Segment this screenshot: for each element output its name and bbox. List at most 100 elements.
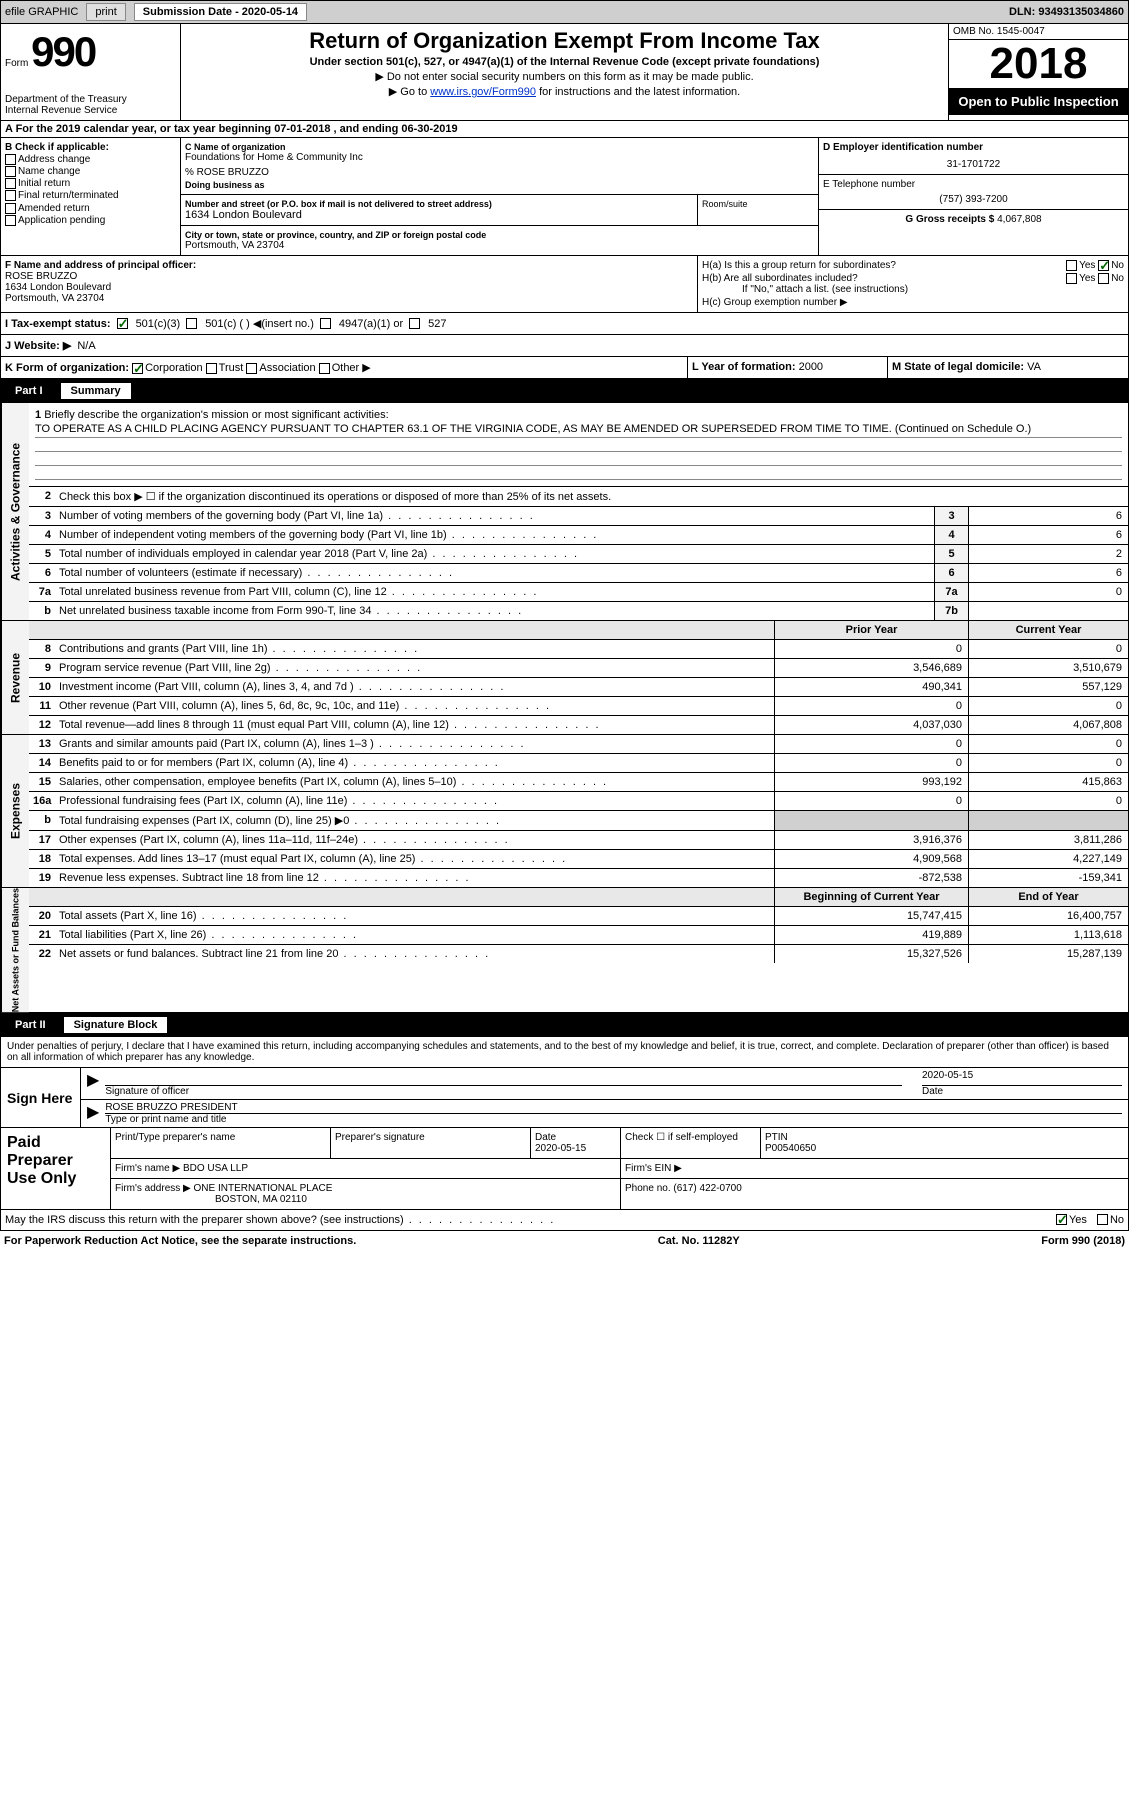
omb-number: OMB No. 1545-0047 [949, 24, 1128, 40]
subtitle-2: ▶ Do not enter social security numbers o… [185, 70, 944, 83]
box-c: C Name of organization Foundations for H… [181, 138, 818, 255]
revenue-row: 11Other revenue (Part VIII, column (A), … [29, 697, 1128, 716]
revenue-row: 12Total revenue—add lines 8 through 11 (… [29, 716, 1128, 734]
gov-row: 3Number of voting members of the governi… [29, 507, 1128, 526]
ein-label: D Employer identification number [823, 142, 1124, 153]
officer-name: ROSE BRUZZO [5, 271, 693, 282]
org-name-label: C Name of organization [185, 142, 814, 152]
chk-assoc[interactable] [246, 363, 257, 374]
net-header: Beginning of Current Year End of Year [29, 888, 1128, 907]
room-suite-label: Room/suite [698, 195, 818, 225]
activities-governance: Activities & Governance 1 Briefly descri… [0, 403, 1129, 621]
print-button[interactable]: print [86, 3, 125, 21]
mission-text: TO OPERATE AS A CHILD PLACING AGENCY PUR… [35, 421, 1122, 438]
website-value: N/A [77, 340, 95, 352]
hb-note: If "No," attach a list. (see instruction… [742, 284, 1124, 295]
expenses-section: Expenses 13Grants and similar amounts pa… [0, 735, 1129, 888]
chk-527[interactable] [409, 318, 420, 329]
discuss-yes[interactable] [1056, 1214, 1067, 1225]
net-assets-section: Net Assets or Fund Balances Beginning of… [0, 888, 1129, 1013]
chk-4947[interactable] [320, 318, 331, 329]
hc-row: H(c) Group exemption number ▶ [702, 297, 1124, 308]
care-of: % ROSE BRUZZO [185, 167, 814, 178]
chk-final-return[interactable]: Final return/terminated [5, 190, 176, 201]
penalty-text: Under penalties of perjury, I declare th… [1, 1037, 1128, 1068]
paperwork-notice: For Paperwork Reduction Act Notice, see … [4, 1235, 356, 1247]
hb-row: H(b) Are all subordinates included? Yes … [702, 273, 1124, 284]
subtitle-3: ▶ Go to www.irs.gov/Form990 for instruct… [185, 85, 944, 98]
footer: For Paperwork Reduction Act Notice, see … [0, 1231, 1129, 1251]
gross-receipts-label: G Gross receipts $ [905, 214, 994, 225]
mission-section: 1 Briefly describe the organization's mi… [29, 403, 1128, 487]
ha-row: H(a) Is this a group return for subordin… [702, 260, 1124, 271]
line-2: 2 Check this box ▶ ☐ if the organization… [29, 487, 1128, 507]
name-title-label: Type or print name and title [105, 1114, 1122, 1125]
part-1-header: Part I Summary [0, 379, 1129, 403]
form-header: Form 990 Department of the Treasury Inte… [0, 24, 1129, 121]
chk-name-change[interactable]: Name change [5, 166, 176, 177]
revenue-row: 9Program service revenue (Part VIII, lin… [29, 659, 1128, 678]
chk-amended[interactable]: Amended return [5, 203, 176, 214]
chk-other[interactable] [319, 363, 330, 374]
vtab-expenses: Expenses [1, 735, 29, 887]
ein-value: 31-1701722 [823, 159, 1124, 170]
expense-row: 19Revenue less expenses. Subtract line 1… [29, 869, 1128, 887]
discuss-no[interactable] [1097, 1214, 1108, 1225]
firm-phone: (617) 422-0700 [673, 1183, 741, 1194]
net-row: 21Total liabilities (Part X, line 26)419… [29, 926, 1128, 945]
prep-selfemp: Check ☐ if self-employed [621, 1128, 761, 1158]
paid-preparer-label: Paid Preparer Use Only [1, 1128, 111, 1209]
officer-addr1: 1634 London Boulevard [5, 282, 693, 293]
chk-initial-return[interactable]: Initial return [5, 178, 176, 189]
chk-address-change[interactable]: Address change [5, 154, 176, 165]
subtitle-1: Under section 501(c), 527, or 4947(a)(1)… [185, 56, 944, 68]
expense-row: 18Total expenses. Add lines 13–17 (must … [29, 850, 1128, 869]
form-number: 990 [31, 28, 95, 75]
expense-row: 13Grants and similar amounts paid (Part … [29, 735, 1128, 754]
prep-sig-hdr: Preparer's signature [331, 1128, 531, 1158]
instructions-link[interactable]: www.irs.gov/Form990 [430, 86, 536, 98]
phone-label: E Telephone number [823, 179, 1124, 190]
chk-trust[interactable] [206, 363, 217, 374]
ptin: P00540650 [765, 1143, 1124, 1154]
state-domicile: VA [1027, 361, 1041, 373]
website-row: J Website: ▶ N/A [0, 335, 1129, 357]
form-word: Form [5, 58, 28, 69]
revenue-row: 8Contributions and grants (Part VIII, li… [29, 640, 1128, 659]
tax-exempt-row: I Tax-exempt status: 501(c)(3) 501(c) ( … [0, 313, 1129, 335]
box-b: B Check if applicable: Address change Na… [1, 138, 181, 255]
box-d-e-g: D Employer identification number 31-1701… [818, 138, 1128, 255]
expense-row: 16aProfessional fundraising fees (Part I… [29, 792, 1128, 811]
officer-label: F Name and address of principal officer: [5, 260, 693, 271]
street-address: 1634 London Boulevard [185, 209, 693, 221]
sign-here-label: Sign Here [1, 1068, 81, 1127]
signature-block: Under penalties of perjury, I declare th… [0, 1037, 1129, 1128]
expense-row: 15Salaries, other compensation, employee… [29, 773, 1128, 792]
firm-addr1: ONE INTERNATIONAL PLACE [194, 1183, 333, 1194]
gov-row: bNet unrelated business taxable income f… [29, 602, 1128, 620]
revenue-row: 10Investment income (Part VIII, column (… [29, 678, 1128, 697]
chk-corp[interactable] [132, 363, 143, 374]
officer-addr2: Portsmouth, VA 23704 [5, 293, 693, 304]
org-name: Foundations for Home & Community Inc [185, 152, 814, 163]
paid-preparer-block: Paid Preparer Use Only Print/Type prepar… [0, 1128, 1129, 1210]
gov-row: 6Total number of volunteers (estimate if… [29, 564, 1128, 583]
box-b-label: B Check if applicable: [5, 142, 176, 153]
sig-date-label: Date [922, 1086, 1122, 1097]
year-formation: 2000 [799, 361, 823, 373]
tax-period: A For the 2019 calendar year, or tax yea… [0, 121, 1129, 138]
dept-treasury: Department of the Treasury Internal Reve… [5, 94, 176, 116]
revenue-header: Prior Year Current Year [29, 621, 1128, 640]
expense-row: 17Other expenses (Part IX, column (A), l… [29, 831, 1128, 850]
efile-label: efile GRAPHIC [5, 6, 78, 18]
chk-app-pending[interactable]: Application pending [5, 215, 176, 226]
gross-receipts-value: 4,067,808 [997, 214, 1042, 225]
chk-501c[interactable] [186, 318, 197, 329]
prep-date: 2020-05-15 [535, 1143, 616, 1154]
cat-no: Cat. No. 11282Y [658, 1235, 740, 1247]
form-year: 2018 [949, 40, 1128, 88]
addr-label: Number and street (or P.O. box if mail i… [185, 199, 693, 209]
officer-name-title: ROSE BRUZZO PRESIDENT [105, 1102, 1122, 1114]
chk-501c3[interactable] [117, 318, 128, 329]
form-ref: Form 990 (2018) [1041, 1235, 1125, 1247]
